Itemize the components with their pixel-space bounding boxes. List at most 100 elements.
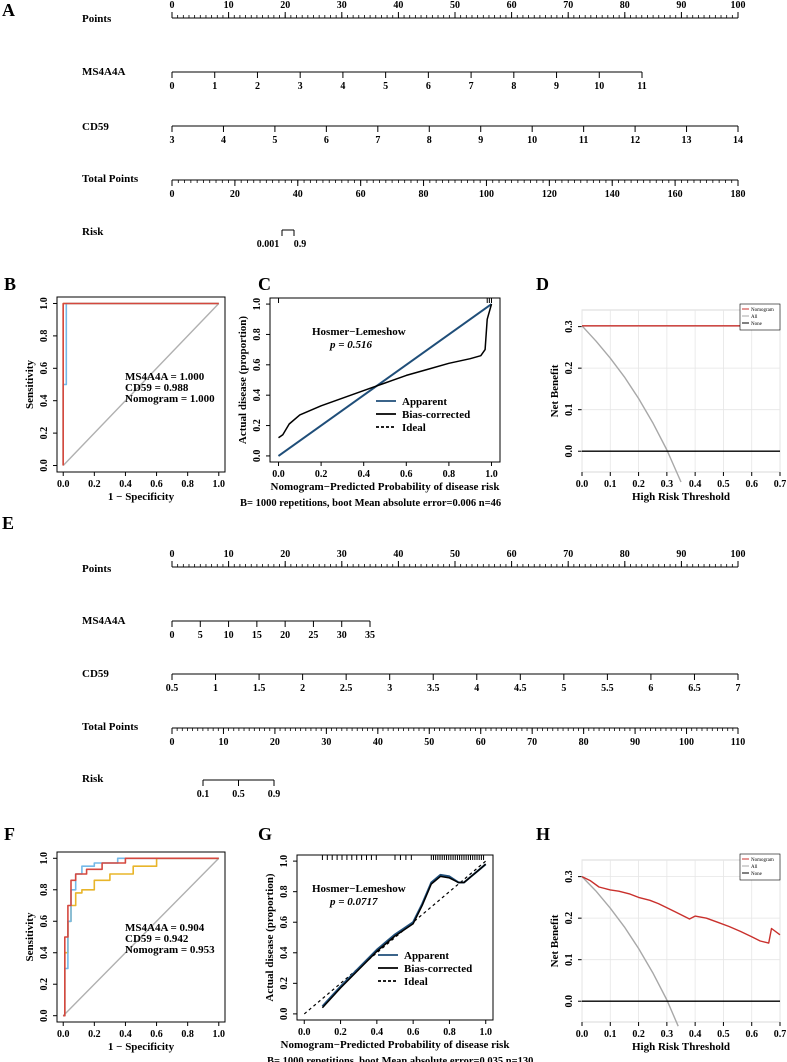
x-tick-label: 0.2 xyxy=(88,479,101,490)
nomogram-tick-label: 100 xyxy=(479,189,494,200)
y-tick-label: 0.4 xyxy=(39,394,50,407)
nomogram-row-label: MS4A4A xyxy=(82,66,125,78)
x-tick-label: 0.8 xyxy=(181,1029,194,1040)
nomogram-tick-label: 50 xyxy=(424,737,434,748)
legend-entry-cd59: CD59 = 0.988 xyxy=(125,382,189,394)
legend-entry: Ideal xyxy=(402,422,426,434)
plot-frame xyxy=(581,859,781,1023)
nomogram-tick-label: 80 xyxy=(620,0,630,11)
x-tick-label: 0.3 xyxy=(661,479,674,490)
panel-label-e: E xyxy=(2,513,14,533)
legend-entry-cd59: CD59 = 0.942 xyxy=(125,933,189,945)
net-benefit-all xyxy=(581,876,679,1027)
nomogram-tick-label: 1.5 xyxy=(253,683,266,694)
nomogram-tick-label: 20 xyxy=(280,549,290,560)
nomogram-tick-label: 0.5 xyxy=(232,789,245,800)
x-tick-label: 0.0 xyxy=(576,1029,589,1040)
nomogram-tick-label: 80 xyxy=(620,549,630,560)
nomogram-tick-label: 5 xyxy=(561,683,566,694)
plot-b: 0.0 0.2 0.4 0.6 0.8 1.0 0.0 0.2 0.4 0.6 0.8 1.0 1 − … xyxy=(24,296,226,503)
y-tick-label: 0.6 xyxy=(279,916,290,929)
nomogram-tick-label: 25 xyxy=(308,630,318,641)
nomogram-tick-label: 11 xyxy=(579,135,588,146)
nomogram-tick-label: 10 xyxy=(527,135,537,146)
nomogram-tick-label: 90 xyxy=(630,737,640,748)
x-tick-label: 0.6 xyxy=(745,1029,758,1040)
nomogram-tick-label: 10 xyxy=(218,737,228,748)
nomogram-tick-label: 60 xyxy=(507,549,517,560)
x-axis-label: Nomogram−Predicted Probability of diseas… xyxy=(271,481,501,493)
x-axis-label: 1 − Specificity xyxy=(108,1041,175,1053)
nomogram-tick-label: 50 xyxy=(450,549,460,560)
x-tick-label: 0.6 xyxy=(150,479,163,490)
y-tick-label: 0.2 xyxy=(252,419,263,432)
nomogram-tick-label: 80 xyxy=(579,737,589,748)
nomogram-row-label: CD59 xyxy=(82,668,109,680)
nomogram-tick-label: 0 xyxy=(170,630,175,641)
nomogram-tick-label: 70 xyxy=(527,737,537,748)
y-tick-label: 0.8 xyxy=(39,884,50,897)
nomogram-tick-label: 120 xyxy=(542,189,557,200)
x-tick-label: 0.7 xyxy=(774,1029,787,1040)
legend-entry: Nomogram xyxy=(751,308,774,313)
nomogram-tick-label: 5.5 xyxy=(601,683,614,694)
nomogram-tick-label: 60 xyxy=(356,189,366,200)
nomogram-tick-label: 40 xyxy=(393,549,403,560)
y-tick-label: 0.0 xyxy=(564,995,575,1008)
y-tick-label: 1.0 xyxy=(279,855,290,868)
y-tick-label: 0.1 xyxy=(564,953,575,966)
nomogram-tick-label: 0 xyxy=(170,737,175,748)
nomogram-tick-label: 10 xyxy=(224,0,234,11)
nomogram-tick-label: 3.5 xyxy=(427,683,440,694)
nomogram-tick-label: 70 xyxy=(563,549,573,560)
y-tick-label: 0.6 xyxy=(39,362,50,375)
net-benefit-all xyxy=(581,325,682,483)
nomogram-tick-label: 70 xyxy=(563,0,573,11)
x-tick-label: 0.2 xyxy=(632,1029,645,1040)
legend-entry-ms4a4a: MS4A4A = 0.904 xyxy=(125,922,205,934)
y-tick-label: 1.0 xyxy=(39,852,50,865)
x-tick-label: 0.0 xyxy=(298,1027,311,1038)
legend-entry-nomogram: Nomogram = 1.000 xyxy=(125,393,215,405)
x-tick-label: 0.4 xyxy=(357,469,370,480)
y-tick-label: 0.3 xyxy=(564,320,575,333)
nomogram-tick-label: 40 xyxy=(393,0,403,11)
legend-entry: Nomogram xyxy=(751,858,774,863)
nomogram-tick-label: 30 xyxy=(337,549,347,560)
nomogram-tick-label: 11 xyxy=(637,81,646,92)
nomogram-tick-label: 1 xyxy=(213,683,218,694)
x-axis-label: Nomogram−Predicted Probability of diseas… xyxy=(281,1039,511,1051)
calibration-footer: B= 1000 repetitions, boot Mean absolute … xyxy=(267,1056,533,1062)
nomogram-tick-label: 0 xyxy=(170,81,175,92)
y-tick-label: 0.0 xyxy=(39,459,50,472)
y-tick-label: 0.2 xyxy=(564,362,575,375)
bias-corrected-line xyxy=(278,303,493,439)
x-tick-label: 0.5 xyxy=(717,1029,730,1040)
y-axis-label: Actual disease (proportion) xyxy=(237,316,249,444)
x-tick-label: 1.0 xyxy=(213,1029,226,1040)
hosmer-lemeshow-label: Hosmer−Lemeshow xyxy=(312,326,406,338)
nomogram-tick-label: 2 xyxy=(255,81,260,92)
nomogram-tick-label: 20 xyxy=(270,737,280,748)
panel-label-b: B xyxy=(4,274,16,294)
nomogram-tick-label: 40 xyxy=(373,737,383,748)
panel-label-f: F xyxy=(4,824,15,844)
y-tick-label: 0.0 xyxy=(252,450,263,463)
plot-d: 0.0 0.1 0.2 0.3 0.4 0.5 0.6 0.70.00.10.20.3High… xyxy=(549,303,786,503)
bias-corrected-line xyxy=(321,863,487,1009)
diagonal-reference-line xyxy=(62,857,220,1017)
x-tick-label: 0.0 xyxy=(57,479,70,490)
legend-entry: All xyxy=(751,865,758,870)
nomogram-tick-label: 180 xyxy=(731,189,746,200)
plot-c: 0.0 0.2 0.4 0.6 0.8 1.00.00.20.40.60.81.0Nomo… xyxy=(237,297,501,509)
nomogram-tick-label: 30 xyxy=(321,737,331,748)
x-tick-label: 0.6 xyxy=(407,1027,420,1038)
nomogram-tick-label: 7 xyxy=(469,81,474,92)
plot-h: 0.0 0.1 0.2 0.3 0.4 0.5 0.6 0.70.00.10.20.3High… xyxy=(549,853,787,1053)
x-tick-label: 0.5 xyxy=(717,479,730,490)
y-tick-label: 0.8 xyxy=(252,328,263,341)
x-tick-label: 0.1 xyxy=(604,1029,617,1040)
hosmer-lemeshow-pvalue: p = 0.0717 xyxy=(329,896,378,908)
legend-entry: Bias-corrected xyxy=(404,963,472,975)
